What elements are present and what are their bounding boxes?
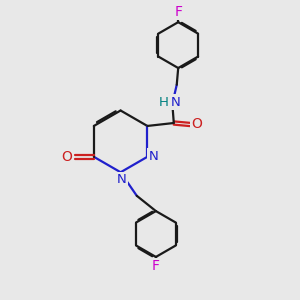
Text: O: O xyxy=(191,118,202,131)
Text: N: N xyxy=(117,173,127,186)
Text: O: O xyxy=(61,150,72,164)
Text: H: H xyxy=(159,96,169,109)
Text: N: N xyxy=(171,96,181,109)
Text: F: F xyxy=(174,4,182,19)
Text: F: F xyxy=(152,259,160,273)
Text: N: N xyxy=(148,150,158,163)
